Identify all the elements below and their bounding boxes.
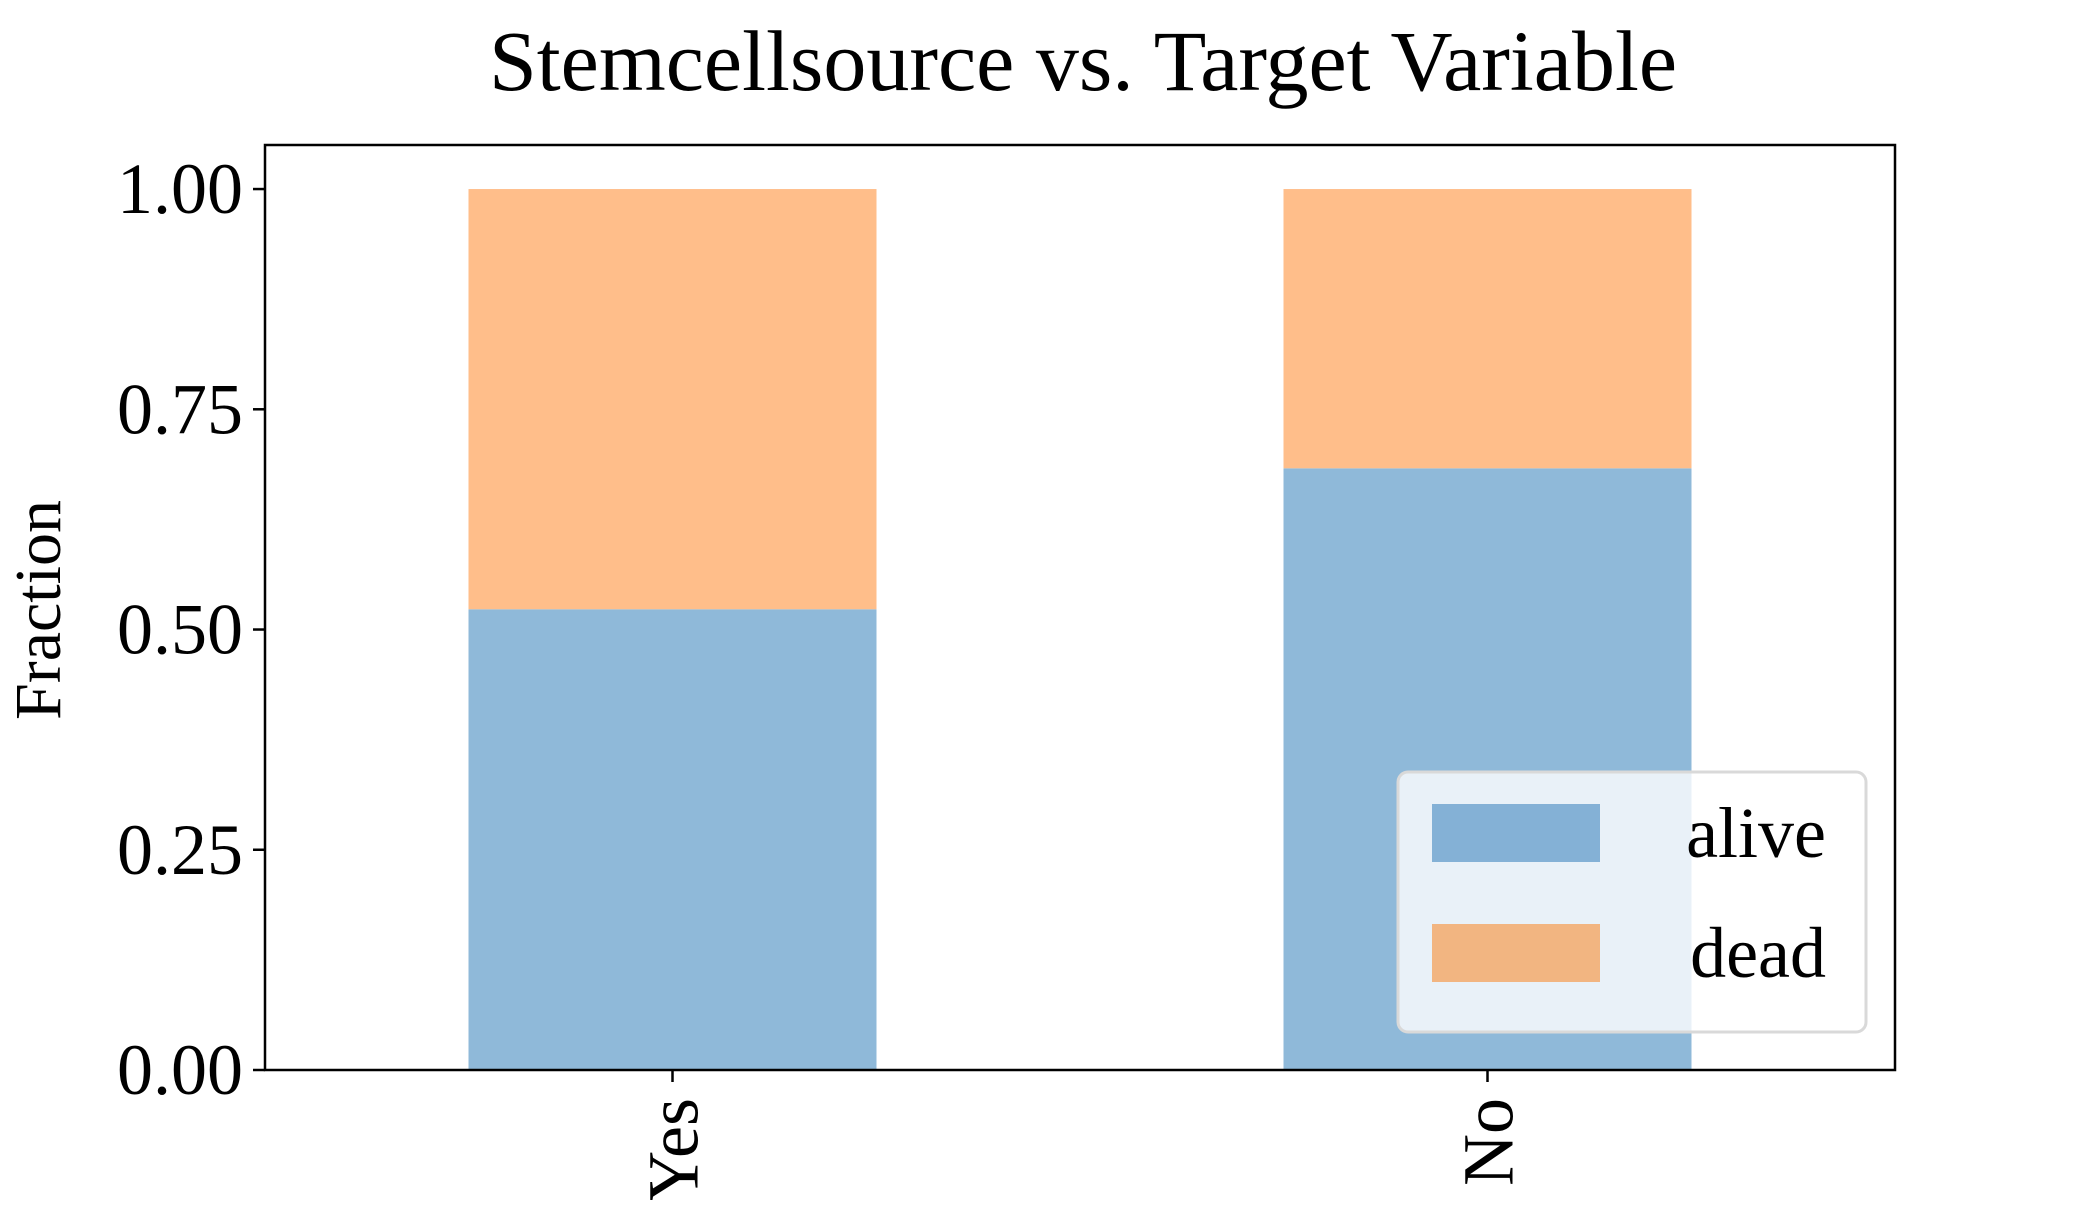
y-tick-label: 0.50 [117,590,243,670]
x-tick-label-yes: Yes [634,1098,714,1200]
legend-label-dead: dead [1690,913,1826,993]
x-tick-label-no: No [1449,1098,1529,1186]
plot-frame [263,143,1897,1072]
legend-swatch-alive [1432,804,1600,862]
bar-dead-yes [468,189,877,610]
legend-swatch-dead [1432,924,1600,982]
y-tick-label: 0.75 [117,369,243,449]
y-axis-label: Fraction [2,500,75,720]
chart-title: Stemcellsource vs. Target Variable [489,13,1677,109]
bar-dead-no [1283,189,1692,469]
y-tick-label: 0.00 [117,1030,243,1110]
bars-layer [468,189,1692,1070]
axes-layer: 0.00 0.25 0.50 0.75 1.00 Yes No [117,143,1897,1203]
legend-label-alive: alive [1686,793,1826,873]
y-tick-label: 0.25 [117,810,243,890]
y-tick-label: 1.00 [117,149,243,229]
legend: alive dead [1396,770,1868,1034]
bar-alive-yes [468,609,877,1070]
